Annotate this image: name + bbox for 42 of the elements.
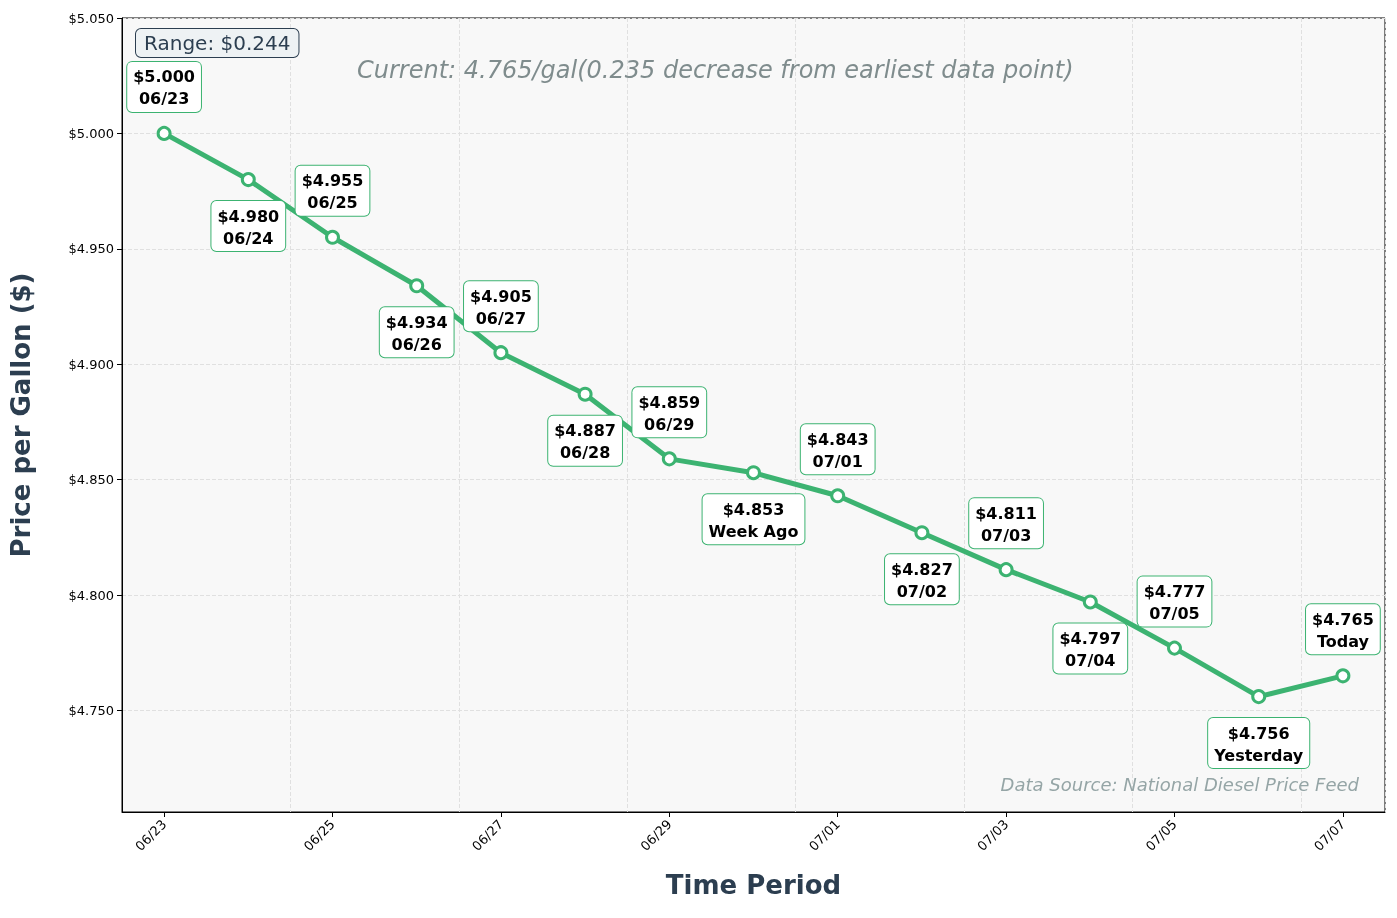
- data-label: $4.827 07/02: [891, 559, 953, 601]
- data-label: $4.765 Today: [1312, 609, 1374, 651]
- data-label: $5.000 06/23: [133, 67, 195, 109]
- x-axis-title: Time Period: [665, 870, 842, 900]
- annotation: Current: 4.765/gal(0.235 decrease from earliest data point): [357, 56, 1074, 84]
- y-tick-label: $4.750: [68, 702, 114, 718]
- data-label: $4.853 Week Ago: [708, 499, 799, 541]
- point: [914, 525, 930, 541]
- data-label: $4.859 06/29: [638, 392, 701, 434]
- point: [240, 172, 256, 188]
- y-tick-label: $5.000: [68, 125, 114, 141]
- annotation: Range: $0.244: [144, 31, 291, 55]
- point: [998, 562, 1014, 578]
- point: [1251, 689, 1267, 705]
- y-tick-label: $4.850: [68, 472, 114, 488]
- point: [577, 386, 593, 402]
- point: [830, 488, 846, 504]
- data-label: $4.811 07/03: [975, 503, 1037, 545]
- data-label: $4.934 06/26: [385, 312, 448, 354]
- y-tick-label: $5.050: [68, 10, 114, 26]
- data-label: $4.756 Yesterday: [1213, 723, 1304, 765]
- point: [1167, 640, 1182, 656]
- point: [325, 229, 340, 245]
- data-label: $4.980 06/24: [217, 206, 280, 248]
- annotation: Data Source: National Diesel Price Feed: [1000, 773, 1360, 795]
- y-tick-label: $4.950: [68, 241, 114, 257]
- y-tick-label: $4.900: [68, 356, 114, 372]
- point: [746, 465, 761, 481]
- data-label: $4.843 07/01: [806, 429, 869, 471]
- data-label: $4.887 06/28: [554, 421, 616, 463]
- data-label: $4.777 07/05: [1143, 582, 1206, 624]
- point: [1335, 668, 1351, 684]
- y-tick-label: $4.800: [68, 587, 114, 603]
- data-label: $4.905 06/27: [470, 286, 532, 328]
- point: [493, 345, 509, 361]
- data-label: $4.955 06/25: [301, 171, 364, 213]
- point: [1082, 594, 1098, 610]
- point: [661, 451, 677, 467]
- y-axis-title: Price per Gallon ($): [6, 272, 36, 558]
- point: [156, 125, 172, 141]
- point: [409, 278, 425, 294]
- data-label: $4.797 07/04: [1059, 628, 1122, 670]
